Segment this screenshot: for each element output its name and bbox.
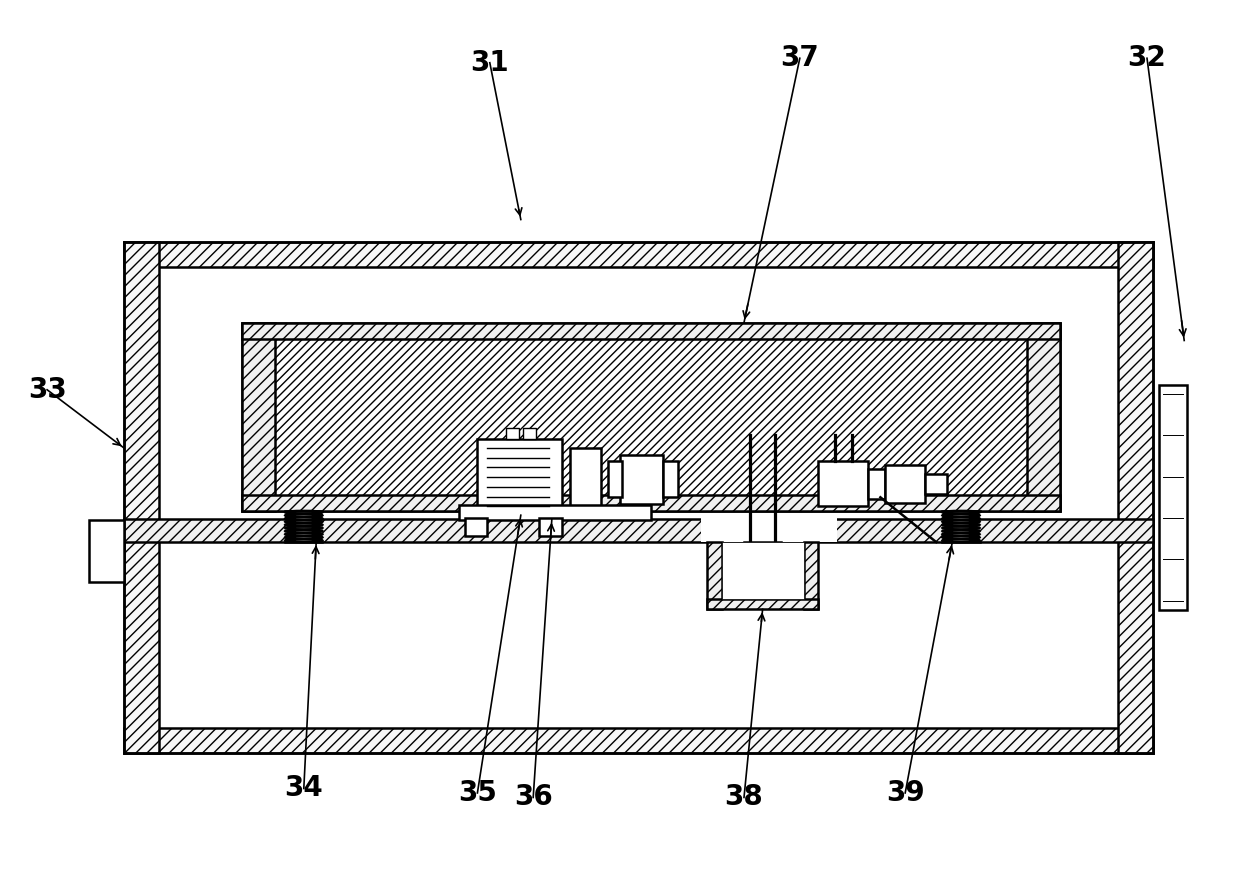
Bar: [925, 474, 947, 494]
Ellipse shape: [285, 514, 322, 517]
Bar: [459, 505, 651, 520]
Text: 36: 36: [513, 783, 553, 812]
Ellipse shape: [285, 530, 322, 532]
Ellipse shape: [285, 511, 322, 513]
Ellipse shape: [942, 539, 980, 542]
Bar: [242, 323, 275, 511]
Bar: [707, 599, 818, 609]
Bar: [1159, 385, 1187, 609]
Ellipse shape: [942, 511, 980, 513]
Ellipse shape: [285, 536, 322, 538]
Ellipse shape: [942, 517, 980, 520]
Ellipse shape: [942, 521, 980, 523]
Text: 37: 37: [780, 44, 820, 73]
Bar: [818, 461, 868, 506]
Bar: [159, 267, 1118, 728]
Bar: [620, 455, 663, 504]
Text: 39: 39: [885, 779, 925, 807]
Bar: [804, 542, 818, 609]
Bar: [1027, 323, 1060, 511]
Text: 38: 38: [724, 783, 764, 812]
Text: 32: 32: [1127, 44, 1167, 73]
Bar: [242, 495, 1060, 511]
Ellipse shape: [942, 523, 980, 526]
Bar: [523, 428, 536, 439]
Bar: [539, 518, 562, 536]
Bar: [506, 428, 520, 439]
Bar: [275, 339, 1027, 495]
Bar: [570, 448, 601, 506]
Ellipse shape: [285, 523, 322, 526]
Bar: [663, 461, 678, 497]
Bar: [722, 542, 804, 599]
Bar: [885, 465, 925, 503]
Bar: [701, 516, 837, 542]
Ellipse shape: [285, 527, 322, 530]
Bar: [124, 728, 1153, 753]
Bar: [1118, 242, 1153, 753]
Ellipse shape: [942, 527, 980, 530]
Bar: [124, 242, 159, 753]
Ellipse shape: [942, 533, 980, 536]
Ellipse shape: [285, 539, 322, 542]
Bar: [477, 439, 562, 515]
Ellipse shape: [285, 517, 322, 520]
Ellipse shape: [942, 514, 980, 517]
Bar: [868, 469, 885, 499]
Ellipse shape: [942, 536, 980, 538]
Ellipse shape: [285, 533, 322, 536]
Text: 35: 35: [458, 779, 497, 807]
Text: 33: 33: [27, 375, 67, 404]
Text: 34: 34: [284, 774, 324, 803]
Bar: [465, 518, 487, 536]
Ellipse shape: [285, 521, 322, 523]
Bar: [124, 519, 1153, 542]
Bar: [608, 461, 622, 497]
Bar: [89, 520, 124, 582]
Bar: [124, 242, 1153, 267]
Bar: [242, 323, 1060, 511]
Ellipse shape: [942, 530, 980, 532]
Text: 31: 31: [470, 48, 510, 77]
Bar: [242, 323, 1060, 339]
Bar: [707, 542, 722, 609]
